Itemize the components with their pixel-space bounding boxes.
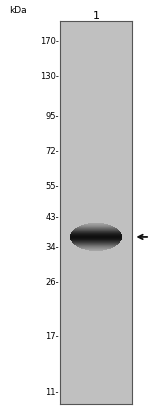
Text: 43-: 43- bbox=[45, 213, 59, 222]
Text: 55-: 55- bbox=[45, 182, 59, 191]
Text: 130-: 130- bbox=[40, 72, 59, 80]
Text: kDa: kDa bbox=[9, 6, 27, 15]
Text: 17-: 17- bbox=[45, 332, 59, 341]
Text: 170-: 170- bbox=[40, 37, 59, 46]
Text: 72-: 72- bbox=[45, 147, 59, 156]
Text: 1: 1 bbox=[93, 11, 99, 21]
Text: 26-: 26- bbox=[45, 278, 59, 286]
Text: 11-: 11- bbox=[45, 388, 59, 397]
Text: 95-: 95- bbox=[45, 112, 59, 121]
Text: 34-: 34- bbox=[45, 243, 59, 252]
